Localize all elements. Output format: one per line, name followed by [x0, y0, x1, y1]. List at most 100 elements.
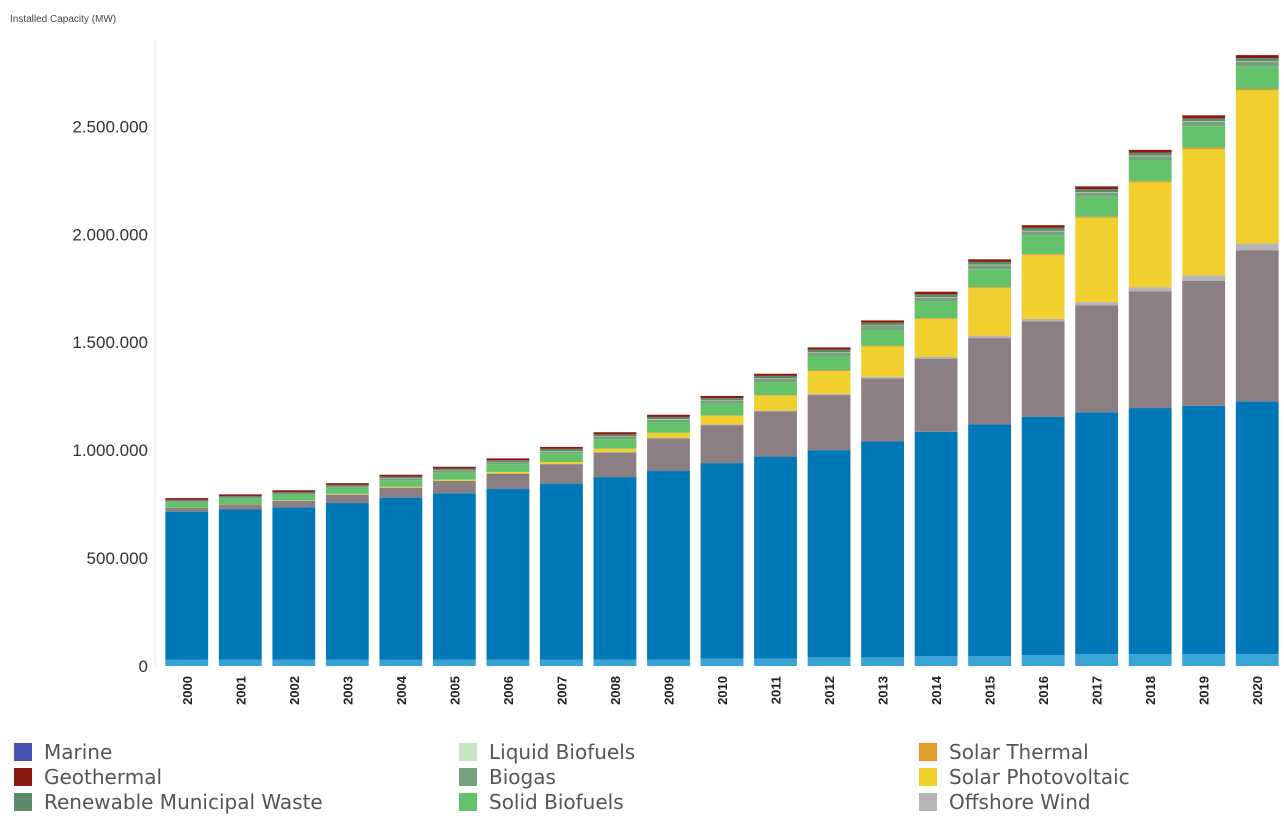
- bar-segment: [379, 474, 423, 477]
- bar-segment: [647, 422, 690, 433]
- legend-item: Liquid Biofuels: [459, 740, 635, 764]
- bar-segment: [325, 493, 369, 495]
- bar-segment: [1182, 147, 1226, 150]
- bar-segment: [325, 486, 369, 488]
- bar-segment: [700, 463, 744, 659]
- bar-segment: [272, 490, 316, 493]
- bar-segment: [432, 466, 476, 469]
- legend-item: Geothermal: [14, 765, 162, 789]
- legend-swatch: [459, 743, 477, 761]
- bar-segment: [593, 452, 637, 478]
- legend-swatch: [459, 768, 477, 786]
- y-tick-label: 500.000: [87, 549, 148, 568]
- bar-segment: [1075, 217, 1119, 303]
- legend: Marine Liquid Biofuels Solar Thermal Geothe…: [14, 738, 1284, 816]
- bar-segment: [1128, 182, 1172, 288]
- x-tick-label: 2019: [1197, 676, 1212, 705]
- bar-segment: [807, 657, 851, 666]
- bar-segment: [540, 446, 583, 449]
- bar-segment: [1128, 156, 1172, 161]
- bar-segment: [379, 487, 423, 498]
- bar-segment: [807, 356, 851, 371]
- legend-swatch: [14, 768, 32, 786]
- x-tick-label: 2003: [340, 676, 355, 705]
- bar-segment: [1075, 412, 1119, 655]
- bar-segment: [807, 370, 851, 372]
- bar-segment: [647, 470, 690, 660]
- bar-segment: [1075, 196, 1119, 217]
- bar-segment: [486, 458, 530, 461]
- x-tick-label: 2016: [1036, 676, 1051, 705]
- bar-segment: [1021, 227, 1065, 231]
- bar-segment: [593, 434, 637, 437]
- bar-segment: [700, 424, 744, 426]
- bar-segment: [914, 291, 958, 295]
- bar-segment: [1182, 275, 1226, 281]
- bar-segment: [968, 261, 1012, 265]
- bar-segment: [1021, 254, 1065, 256]
- bar-segment: [1235, 243, 1279, 251]
- legend-swatch: [919, 793, 937, 811]
- bar-segment: [807, 349, 851, 353]
- bar-segment: [647, 416, 690, 420]
- y-tick-label: 1.000.000: [72, 441, 148, 460]
- bar-segment: [272, 493, 316, 495]
- bar-segment: [1235, 61, 1279, 67]
- bar-segment: [914, 358, 958, 432]
- x-tick-label: 2014: [929, 675, 944, 705]
- legend-label: Solar Photovoltaic: [949, 765, 1130, 789]
- x-tick-label: 2008: [608, 676, 623, 705]
- bar-segment: [1075, 654, 1119, 666]
- bar-segment: [486, 473, 530, 489]
- bar-segment: [593, 448, 637, 453]
- bar-segment: [700, 415, 744, 425]
- bar-segment: [1128, 160, 1172, 182]
- bar-segment: [218, 496, 262, 498]
- bar-segment: [432, 468, 476, 471]
- x-tick-label: 2018: [1143, 676, 1158, 705]
- bar-segment: [325, 503, 369, 660]
- bar-segment: [1182, 654, 1226, 666]
- bar-segment: [1182, 126, 1226, 148]
- bar-segment: [593, 477, 637, 660]
- bar-segment: [861, 657, 904, 666]
- legend-item: Solar Thermal: [919, 740, 1089, 764]
- bar-segment: [1021, 321, 1065, 417]
- bar-segment: [272, 492, 316, 494]
- bar-segment: [218, 497, 262, 499]
- x-tick-label: 2006: [501, 676, 516, 705]
- x-tick-label: 2005: [447, 676, 462, 705]
- bar-segment: [914, 319, 958, 357]
- bar-segment: [647, 432, 690, 438]
- bar-segment: [754, 375, 797, 379]
- legend-swatch: [919, 743, 937, 761]
- bar-segment: [968, 269, 1012, 288]
- bar-segment: [968, 424, 1012, 657]
- bar-segment: [968, 259, 1012, 262]
- x-tick-label: 2010: [715, 676, 730, 705]
- bar-segment: [1075, 189, 1119, 193]
- legend-item: Offshore Wind: [919, 790, 1091, 814]
- bar-segment: [486, 460, 530, 463]
- bar-segment: [540, 659, 583, 666]
- bar-segment: [540, 483, 583, 660]
- bar-segment: [1128, 152, 1172, 156]
- legend-label: Biogas: [489, 765, 556, 789]
- bar-segment: [272, 494, 316, 501]
- bar-segment: [1021, 318, 1065, 322]
- bar-segment: [540, 464, 583, 484]
- bar-segment: [968, 265, 1012, 270]
- bar-segment: [432, 493, 476, 660]
- bar-segment: [1235, 89, 1279, 91]
- legend-label: Offshore Wind: [949, 790, 1091, 814]
- bar-segment: [165, 507, 209, 512]
- bar-segment: [1235, 90, 1279, 244]
- legend-label: Geothermal: [44, 765, 163, 789]
- legend-label: Solid Biofuels: [489, 790, 624, 814]
- bar-segment: [1128, 291, 1172, 409]
- bar-segment: [807, 450, 851, 658]
- bar-segment: [861, 345, 904, 347]
- bar-segment: [914, 356, 958, 359]
- bar-segment: [379, 478, 423, 481]
- bar-segment: [1128, 149, 1172, 153]
